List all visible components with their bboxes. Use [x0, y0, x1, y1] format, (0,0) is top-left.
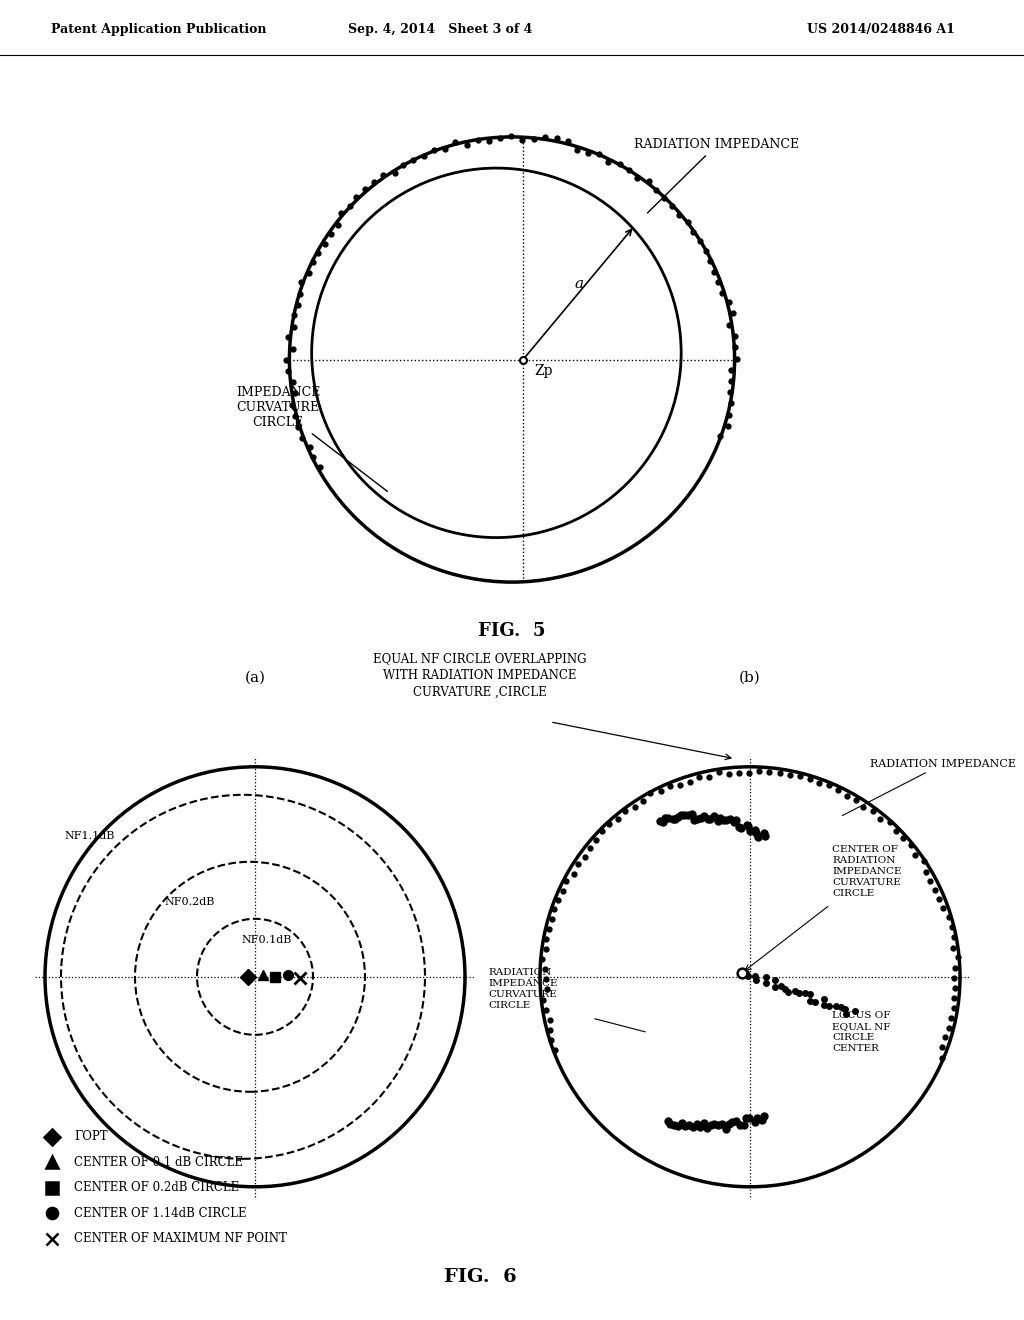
- Text: RADIATION IMPEDANCE: RADIATION IMPEDANCE: [635, 139, 800, 213]
- Text: Patent Application Publication: Patent Application Publication: [51, 24, 266, 36]
- Text: EQUAL NF CIRCLE OVERLAPPING
WITH RADIATION IMPEDANCE
CURVATURE ,CIRCLE: EQUAL NF CIRCLE OVERLAPPING WITH RADIATI…: [374, 652, 587, 698]
- Text: (b): (b): [739, 671, 761, 685]
- Text: RADIATION IMPEDANCE: RADIATION IMPEDANCE: [843, 759, 1016, 816]
- Text: US 2014/0248846 A1: US 2014/0248846 A1: [807, 24, 954, 36]
- Text: a: a: [574, 277, 584, 292]
- Text: CENTER OF 0.2dB CIRCLE: CENTER OF 0.2dB CIRCLE: [74, 1181, 240, 1195]
- Text: Zp: Zp: [535, 364, 553, 378]
- Text: IMPEDANCE
CURVATURE
CIRCLE: IMPEDANCE CURVATURE CIRCLE: [237, 387, 387, 491]
- Text: CENTER OF 1.14dB CIRCLE: CENTER OF 1.14dB CIRCLE: [74, 1206, 247, 1220]
- Text: FIG.  6: FIG. 6: [443, 1267, 516, 1286]
- Text: CENTER OF
RADIATION
IMPEDANCE
CURVATURE
CIRCLE: CENTER OF RADIATION IMPEDANCE CURVATURE …: [831, 845, 901, 899]
- Text: LOCUS OF
EQUAL NF
CIRCLE
CENTER: LOCUS OF EQUAL NF CIRCLE CENTER: [831, 1011, 891, 1053]
- Text: (a): (a): [245, 671, 265, 685]
- Text: CENTER OF MAXIMUM NF POINT: CENTER OF MAXIMUM NF POINT: [74, 1233, 287, 1245]
- Text: ΓOPT: ΓOPT: [74, 1130, 108, 1143]
- Text: CENTER OF 0.1 dB CIRCLE: CENTER OF 0.1 dB CIRCLE: [74, 1156, 243, 1168]
- Text: FIG.  5: FIG. 5: [478, 622, 546, 640]
- Text: Sep. 4, 2014   Sheet 3 of 4: Sep. 4, 2014 Sheet 3 of 4: [348, 24, 532, 36]
- Text: NF0.1dB: NF0.1dB: [242, 935, 292, 945]
- Text: NF0.2dB: NF0.2dB: [165, 896, 215, 907]
- Text: NF1.1dB: NF1.1dB: [65, 830, 115, 841]
- Text: RADIATION
IMPEDANCE
CURVATURE
CIRCLE: RADIATION IMPEDANCE CURVATURE CIRCLE: [488, 968, 557, 1010]
